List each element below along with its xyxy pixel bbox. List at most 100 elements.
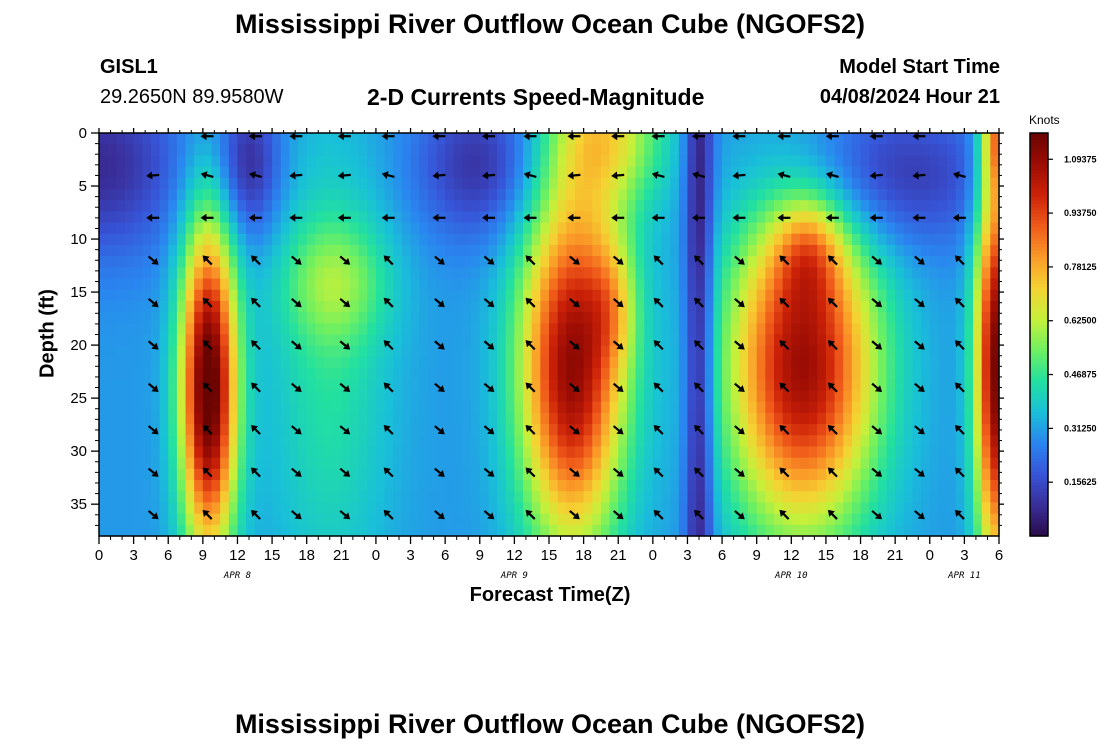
heatmap-cell xyxy=(531,133,541,145)
heatmap-cell xyxy=(410,412,420,425)
heatmap-cell xyxy=(938,144,948,156)
heatmap-cell xyxy=(973,468,983,481)
heatmap-cell xyxy=(609,524,619,537)
heatmap-cell xyxy=(652,256,663,268)
heatmap-cell xyxy=(990,222,1000,235)
heatmap-cell xyxy=(410,390,420,403)
heatmap-cell xyxy=(471,356,481,369)
heatmap-cell xyxy=(696,356,706,369)
heatmap-cell xyxy=(713,300,723,313)
heatmap-cell xyxy=(479,513,490,526)
colorbar-step xyxy=(1030,287,1048,292)
velocity-arrow xyxy=(383,509,394,520)
heatmap-cell xyxy=(955,390,965,403)
heatmap-cell xyxy=(600,390,611,403)
heatmap-cell xyxy=(730,390,740,403)
heatmap-cell xyxy=(756,446,766,459)
heatmap-cell xyxy=(237,368,247,380)
heatmap-cell xyxy=(176,144,187,156)
heatmap-cell xyxy=(574,200,585,212)
heatmap-cell xyxy=(280,256,290,268)
colorbar-step xyxy=(1030,401,1048,406)
heatmap-cell xyxy=(453,312,464,324)
heatmap-cell xyxy=(955,323,965,336)
heatmap-cell xyxy=(912,412,922,425)
heatmap-cell xyxy=(453,412,464,425)
heatmap-cell xyxy=(981,356,991,369)
heatmap-cell xyxy=(254,424,265,436)
heatmap-cell xyxy=(375,233,386,246)
heatmap-cell xyxy=(696,345,706,358)
heatmap-cell xyxy=(315,267,325,280)
heatmap-cell xyxy=(358,480,368,492)
heatmap-cell xyxy=(159,334,169,347)
heatmap-cell xyxy=(886,323,896,336)
colorbar-step xyxy=(1030,294,1048,299)
heatmap-cell xyxy=(272,457,282,470)
heatmap-cell xyxy=(921,446,931,459)
heatmap-cell xyxy=(289,435,299,448)
heatmap-cell xyxy=(384,278,394,291)
heatmap-cell xyxy=(367,502,377,515)
heatmap-cell xyxy=(263,345,273,358)
heatmap-cell xyxy=(341,513,351,526)
heatmap-cell xyxy=(618,244,628,257)
heatmap-cell xyxy=(133,144,143,156)
heatmap-cell xyxy=(678,133,689,145)
heatmap-cell xyxy=(185,424,195,436)
heatmap-cell xyxy=(523,390,533,403)
heatmap-cell xyxy=(341,356,351,369)
heatmap-cell xyxy=(254,412,265,425)
heatmap-cell xyxy=(678,368,689,380)
heatmap-cell xyxy=(825,278,836,291)
heatmap-cell xyxy=(185,166,195,179)
heatmap-cell xyxy=(600,222,611,235)
heatmap-cell xyxy=(367,323,377,336)
heatmap-cell xyxy=(644,513,654,526)
heatmap-cell xyxy=(159,177,169,190)
heatmap-cell xyxy=(869,334,879,347)
heatmap-cell xyxy=(851,356,862,369)
colorbar-step xyxy=(1030,200,1048,205)
heatmap-cell xyxy=(670,368,680,380)
heatmap-cell xyxy=(228,468,239,481)
heatmap-cell xyxy=(843,256,853,268)
heatmap-cell xyxy=(739,233,749,246)
heatmap-cell xyxy=(791,468,801,481)
heatmap-cell xyxy=(99,233,109,246)
heatmap-cell xyxy=(670,312,680,324)
heatmap-cell xyxy=(574,166,585,179)
heatmap-cell xyxy=(817,412,827,425)
heatmap-cell xyxy=(748,435,758,448)
heatmap-cell xyxy=(497,513,507,526)
heatmap-cell xyxy=(817,256,827,268)
heatmap-cell xyxy=(445,412,455,425)
heatmap-cell xyxy=(704,133,715,145)
heatmap-cell xyxy=(427,379,438,392)
heatmap-cell xyxy=(921,144,931,156)
heatmap-cell xyxy=(349,200,360,212)
heatmap-cell xyxy=(263,177,273,190)
heatmap-cell xyxy=(315,412,325,425)
heatmap-cell xyxy=(886,144,896,156)
heatmap-cell xyxy=(393,334,403,347)
heatmap-cell xyxy=(263,133,273,145)
heatmap-cell xyxy=(289,491,299,504)
heatmap-cell xyxy=(540,233,550,246)
heatmap-cell xyxy=(445,323,455,336)
colorbar-step xyxy=(1030,317,1048,322)
heatmap-cell xyxy=(497,211,507,224)
heatmap-cell xyxy=(453,502,464,515)
heatmap-cell xyxy=(903,144,914,156)
heatmap-cell xyxy=(488,446,498,459)
heatmap-cell xyxy=(964,412,974,425)
heatmap-cell xyxy=(168,379,178,392)
heatmap-cell xyxy=(851,524,862,537)
heatmap-cell xyxy=(159,244,169,257)
heatmap-cell xyxy=(947,323,957,336)
heatmap-cell xyxy=(895,491,905,504)
heatmap-cell xyxy=(921,244,931,257)
heatmap-cell xyxy=(825,390,836,403)
heatmap-cell xyxy=(886,256,896,268)
colorbar: 0.156250.312500.468750.625000.781250.937… xyxy=(1029,132,1097,537)
